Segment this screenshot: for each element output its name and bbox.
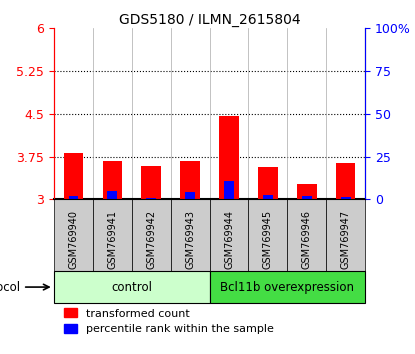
Text: GSM769945: GSM769945: [263, 210, 273, 269]
Bar: [146, 198, 156, 199]
Text: GSM769940: GSM769940: [68, 210, 78, 269]
Text: protocol: protocol: [0, 281, 21, 293]
Bar: [93, 199, 132, 271]
Bar: [258, 167, 278, 199]
Text: GSM769943: GSM769943: [185, 210, 195, 269]
Text: control: control: [111, 281, 152, 293]
Bar: [210, 199, 249, 271]
Text: Bcl11b overexpression: Bcl11b overexpression: [220, 281, 354, 293]
Bar: [302, 196, 312, 199]
Title: GDS5180 / ILMN_2615804: GDS5180 / ILMN_2615804: [119, 13, 300, 27]
Bar: [219, 115, 239, 199]
Legend: transformed count, percentile rank within the sample: transformed count, percentile rank withi…: [59, 304, 278, 339]
Bar: [297, 184, 317, 199]
Bar: [210, 271, 365, 303]
Bar: [142, 166, 161, 199]
Bar: [107, 191, 117, 199]
Bar: [181, 161, 200, 199]
Bar: [63, 153, 83, 199]
Text: GSM769947: GSM769947: [341, 210, 351, 269]
Bar: [54, 199, 93, 271]
Bar: [224, 181, 234, 199]
Bar: [341, 197, 351, 199]
Text: GSM769944: GSM769944: [224, 210, 234, 269]
Bar: [326, 199, 365, 271]
Bar: [68, 196, 78, 199]
Text: GSM769942: GSM769942: [146, 210, 156, 269]
Bar: [171, 199, 210, 271]
Bar: [132, 199, 171, 271]
Bar: [54, 271, 210, 303]
Bar: [263, 195, 273, 199]
Text: GSM769946: GSM769946: [302, 210, 312, 269]
Bar: [249, 199, 287, 271]
Bar: [287, 199, 326, 271]
Bar: [103, 161, 122, 199]
Bar: [336, 164, 356, 199]
Text: GSM769941: GSM769941: [107, 210, 117, 269]
Bar: [185, 193, 195, 199]
